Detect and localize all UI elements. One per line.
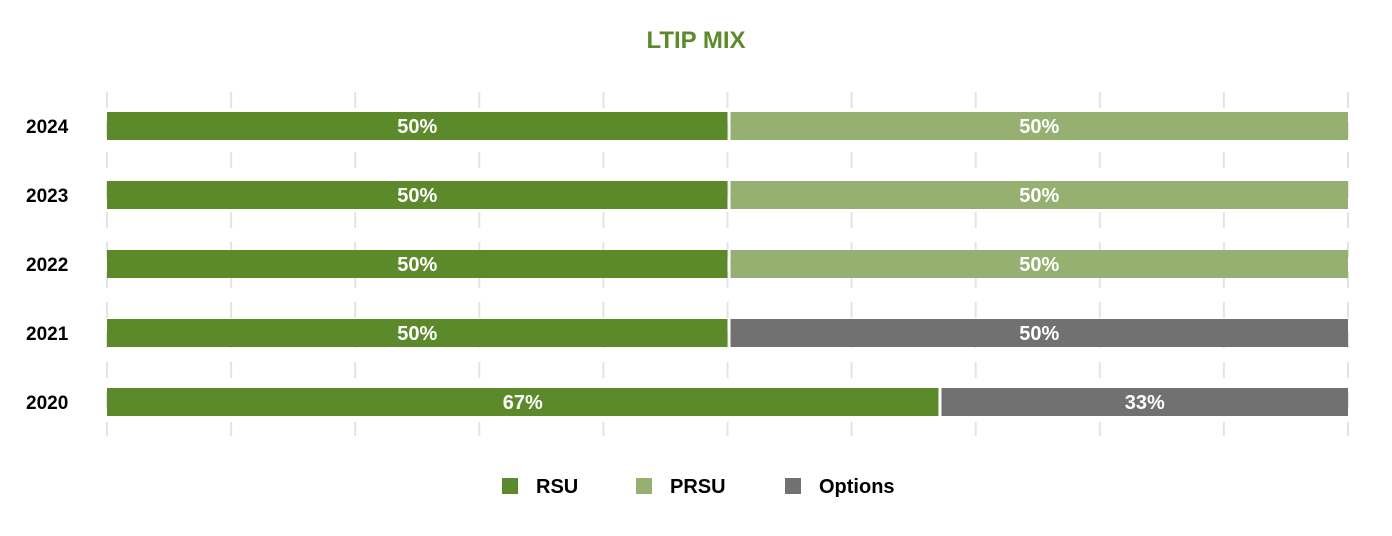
data-label: 33% [1125,392,1165,414]
category-label: 2024 [26,117,69,138]
bar-options [941,388,1348,416]
category-labels: 2024 2023 2022 2021 2020 [26,117,69,414]
data-label: 50% [397,323,437,345]
category-label: 2023 [26,186,68,207]
data-label: 50% [1019,254,1059,276]
bar-rsu [107,112,728,140]
data-label: 50% [397,254,437,276]
bar-rsu [107,388,939,416]
category-label: 2022 [26,255,68,276]
legend: RSU PRSU Options [502,476,895,498]
legend-label-rsu: RSU [536,476,578,498]
legend-label-prsu: PRSU [670,476,726,498]
bar-rsu [107,319,728,347]
data-label: 50% [397,185,437,207]
data-label: 67% [503,392,543,414]
legend-swatch-prsu [636,478,652,494]
category-label: 2020 [26,393,68,414]
bar-options [730,319,1348,347]
bar-prsu [730,250,1348,278]
data-label: 50% [397,116,437,138]
bar-prsu [730,181,1348,209]
bar-rsu [107,250,728,278]
data-label: 50% [1019,323,1059,345]
legend-label-options: Options [819,476,895,498]
legend-swatch-rsu [502,478,518,494]
legend-swatch-options [785,478,801,494]
data-labels: 50% 50% 50% 50% 50% 50% 50% 50% 67% 33% [397,116,1165,414]
bars [107,112,1348,416]
data-label: 50% [1019,185,1059,207]
category-label: 2021 [26,324,69,345]
bar-rsu [107,181,728,209]
chart-title: LTIP MIX [646,27,745,54]
bar-prsu [730,112,1348,140]
data-label: 50% [1019,116,1059,138]
